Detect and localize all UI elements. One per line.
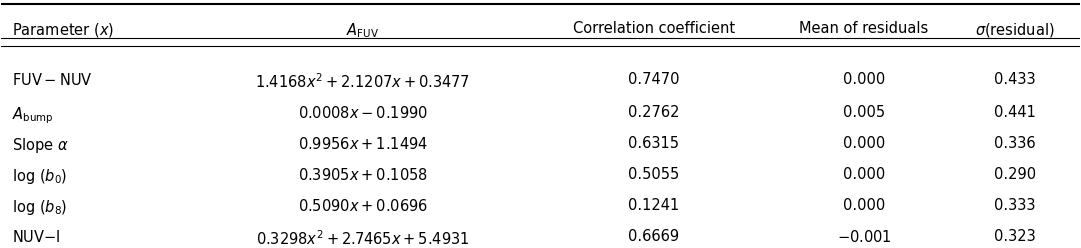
Text: $-0.001$: $-0.001$	[837, 229, 892, 245]
Text: $0.0008x - 0.1990$: $0.0008x - 0.1990$	[297, 105, 428, 121]
Text: 0.005: 0.005	[843, 105, 885, 120]
Text: $\log\,(b_0)$: $\log\,(b_0)$	[12, 167, 67, 186]
Text: 0.290: 0.290	[993, 167, 1036, 182]
Text: $0.9956x + 1.1494$: $0.9956x + 1.1494$	[297, 136, 428, 152]
Text: Mean of residuals: Mean of residuals	[799, 21, 929, 36]
Text: 0.433: 0.433	[995, 72, 1036, 87]
Text: $A_{\mathrm{bump}}$: $A_{\mathrm{bump}}$	[12, 105, 54, 126]
Text: $0.5090x + 0.0696$: $0.5090x + 0.0696$	[297, 198, 428, 214]
Text: 0.000: 0.000	[843, 167, 885, 182]
Text: 0.000: 0.000	[843, 198, 885, 213]
Text: 0.000: 0.000	[843, 136, 885, 151]
Text: Parameter ($x$): Parameter ($x$)	[12, 21, 115, 39]
Text: 0.323: 0.323	[995, 229, 1036, 244]
Text: 0.2762: 0.2762	[628, 105, 680, 120]
Text: $\mathrm{NUV}{-}\mathrm{I}$: $\mathrm{NUV}{-}\mathrm{I}$	[12, 229, 61, 245]
Text: 0.6669: 0.6669	[628, 229, 679, 244]
Text: 0.441: 0.441	[995, 105, 1036, 120]
Text: $\mathrm{FUV} - \mathrm{NUV}$: $\mathrm{FUV} - \mathrm{NUV}$	[12, 72, 93, 88]
Text: 0.6315: 0.6315	[628, 136, 679, 151]
Text: 0.336: 0.336	[995, 136, 1036, 151]
Text: $1.4168x^2 + 2.1207x + 0.3477$: $1.4168x^2 + 2.1207x + 0.3477$	[255, 72, 470, 91]
Text: 0.7470: 0.7470	[628, 72, 680, 87]
Text: $A_{\mathrm{FUV}}$: $A_{\mathrm{FUV}}$	[346, 21, 379, 40]
Text: Slope $\alpha$: Slope $\alpha$	[12, 136, 69, 155]
Text: $\log\,(b_8)$: $\log\,(b_8)$	[12, 198, 67, 217]
Text: 0.5055: 0.5055	[628, 167, 679, 182]
Text: $0.3905x + 0.1058$: $0.3905x + 0.1058$	[297, 167, 428, 183]
Text: 0.1241: 0.1241	[628, 198, 679, 213]
Text: $\sigma$(residual): $\sigma$(residual)	[975, 21, 1055, 39]
Text: Correlation coefficient: Correlation coefficient	[573, 21, 735, 36]
Text: $0.3298x^2 + 2.7465x + 5.4931$: $0.3298x^2 + 2.7465x + 5.4931$	[256, 229, 469, 248]
Text: 0.333: 0.333	[995, 198, 1036, 213]
Text: 0.000: 0.000	[843, 72, 885, 87]
